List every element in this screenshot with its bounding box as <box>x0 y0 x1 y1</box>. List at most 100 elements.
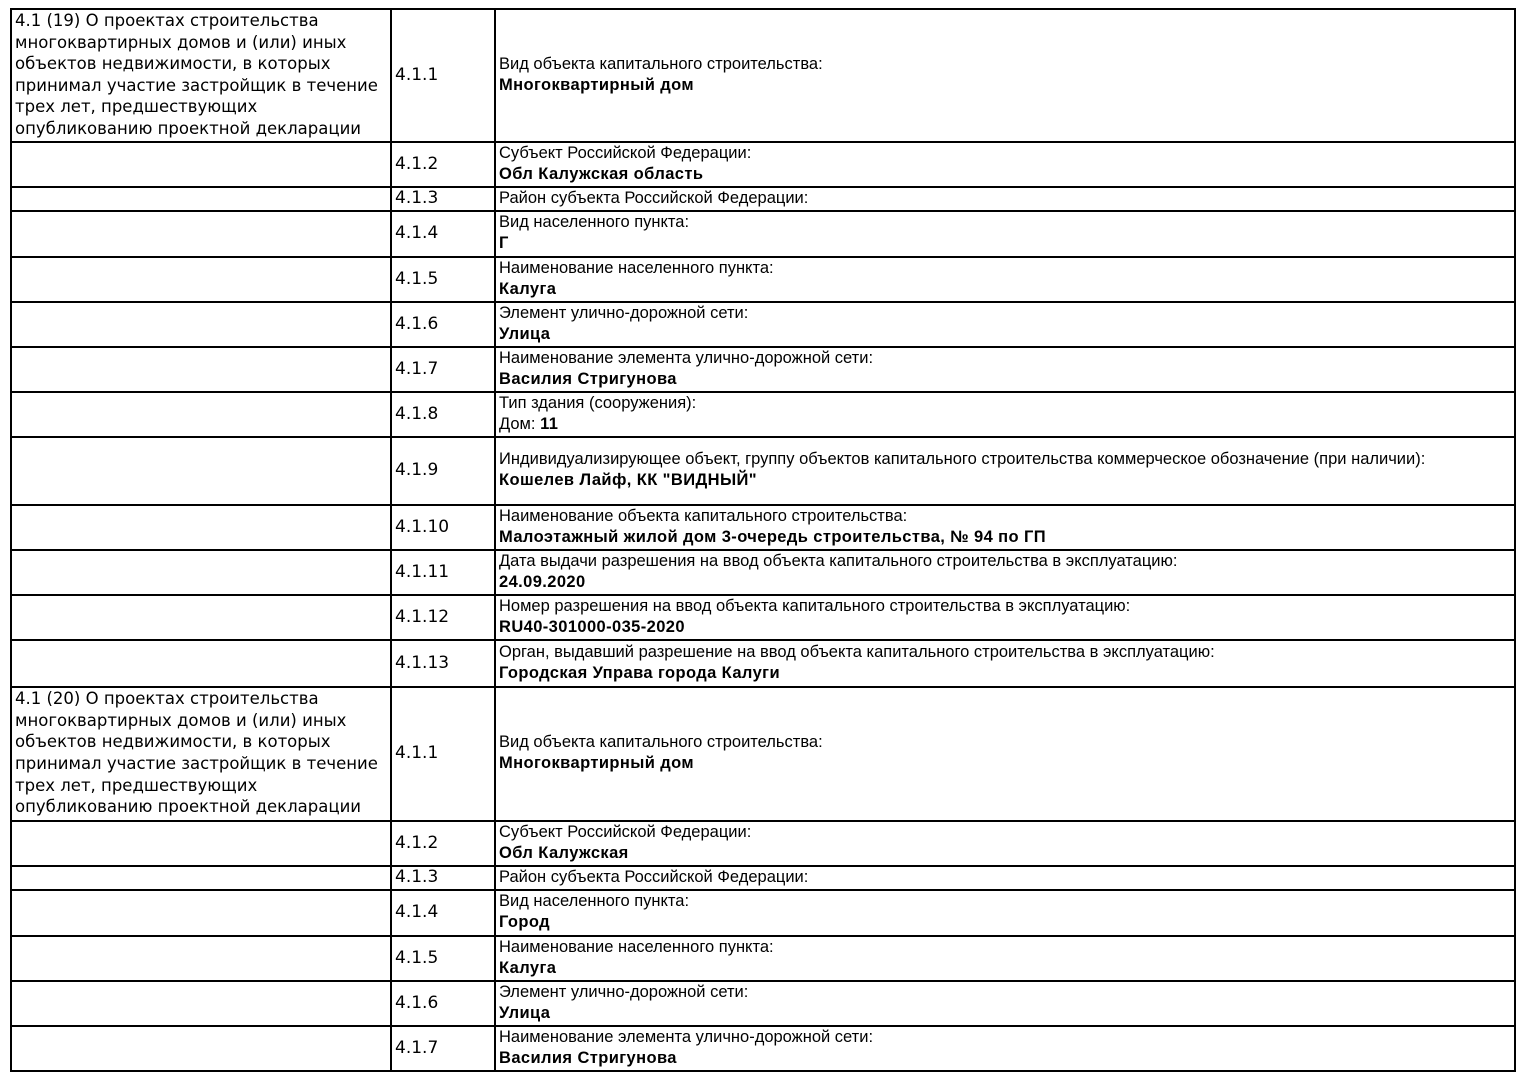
field-value-prefix: Дом: <box>499 414 541 433</box>
row-code: 4.1.1 <box>390 8 496 143</box>
field-label: Номер разрешения на ввод объекта капитал… <box>499 596 1131 615</box>
declaration-table: 4.1 (19) О проектах строительства многок… <box>10 8 1516 1072</box>
empty-cell <box>10 255 392 303</box>
field-label: Вид объекта капитального строительства: <box>499 54 823 73</box>
empty-cell <box>10 300 392 348</box>
field-label: Наименование элемента улично-дорожной се… <box>499 348 874 367</box>
field-cell: Вид населенного пункта: Г <box>494 209 1516 258</box>
field-label: Наименование населенного пункта: <box>499 937 774 956</box>
row-code: 4.1.9 <box>390 435 496 506</box>
table-row: 4.1.9 Индивидуализирующее объект, группу… <box>10 435 1516 506</box>
field-value: Кошелев Лайф, КК "ВИДНЫЙ" <box>499 471 757 490</box>
field-cell: Наименование объекта капитального строит… <box>494 503 1516 551</box>
empty-cell <box>10 548 392 596</box>
table-row: 4.1.12 Номер разрешения на ввод объекта … <box>10 593 1516 641</box>
field-label: Наименование населенного пункта: <box>499 258 774 277</box>
field-label: Вид населенного пункта: <box>499 892 690 911</box>
table-row: 4.1.10 Наименование объекта капитального… <box>10 503 1516 551</box>
row-code: 4.1.2 <box>390 140 496 188</box>
field-cell: Наименование элемента улично-дорожной се… <box>494 1024 1516 1072</box>
table-row: 4.1.5 Наименование населенного пункта: К… <box>10 255 1516 303</box>
field-value: 11 <box>540 414 559 433</box>
field-cell: Наименование населенного пункта: Калуга <box>494 934 1516 982</box>
field-cell: Тип здания (сооружения): Дом: 11 <box>494 390 1516 438</box>
field-value: Улица <box>499 324 551 343</box>
table-row: 4.1.7 Наименование элемента улично-дорож… <box>10 345 1516 393</box>
field-cell: Орган, выдавший разрешение на ввод объек… <box>494 638 1516 688</box>
row-code: 4.1.7 <box>390 1024 496 1072</box>
row-code: 4.1.4 <box>390 888 496 937</box>
section-4-1-19: 4.1 (19) О проектах строительства многок… <box>10 8 1516 688</box>
field-cell: Вид объекта капитального строительства: … <box>494 8 1516 143</box>
empty-cell <box>10 345 392 393</box>
field-label: Район субъекта Российской Федерации: <box>499 867 809 886</box>
empty-cell <box>10 864 392 891</box>
table-row: 4.1.4 Вид населенного пункта: Г <box>10 209 1516 258</box>
field-cell: Номер разрешения на ввод объекта капитал… <box>494 593 1516 641</box>
table-row: 4.1 (20) О проектах строительства многок… <box>10 685 1516 822</box>
row-code: 4.1.5 <box>390 934 496 982</box>
field-value: Калуга <box>499 958 557 977</box>
table-row: 4.1.13 Орган, выдавший разрешение на вво… <box>10 638 1516 688</box>
table-row: 4.1.8 Тип здания (сооружения): Дом: 11 <box>10 390 1516 438</box>
field-cell: Индивидуализирующее объект, группу объек… <box>494 435 1516 506</box>
field-label: Дата выдачи разрешения на ввод объекта к… <box>499 551 1178 570</box>
field-label: Субъект Российской Федерации: <box>499 822 752 841</box>
field-label: Орган, выдавший разрешение на ввод объек… <box>499 642 1215 661</box>
field-value: Улица <box>499 1003 551 1022</box>
field-value-line: Дом: 11 <box>499 414 1510 435</box>
field-cell: Субъект Российской Федерации: Обл Калужс… <box>494 819 1516 867</box>
empty-cell <box>10 209 392 258</box>
field-cell: Субъект Российской Федерации: Обл Калужс… <box>494 140 1516 188</box>
field-cell: Вид объекта капитального строительства: … <box>494 685 1516 822</box>
empty-cell <box>10 934 392 982</box>
empty-cell <box>10 593 392 641</box>
empty-cell <box>10 638 392 688</box>
field-label: Наименование объекта капитального строит… <box>499 506 908 525</box>
field-value: Город <box>499 913 551 932</box>
table-row: 4.1.2 Субъект Российской Федерации: Обл … <box>10 140 1516 188</box>
field-value: Городская Управа города Калуги <box>499 663 780 682</box>
empty-cell <box>10 503 392 551</box>
field-cell: Вид населенного пункта: Город <box>494 888 1516 937</box>
table-row: 4.1.3 Район субъекта Российской Федераци… <box>10 185 1516 212</box>
field-cell: Наименование населенного пункта: Калуга <box>494 255 1516 303</box>
empty-cell <box>10 140 392 188</box>
table-row: 4.1.7 Наименование элемента улично-дорож… <box>10 1024 1516 1072</box>
table-row: 4.1.6 Элемент улично-дорожной сети: Улиц… <box>10 979 1516 1027</box>
row-code: 4.1.6 <box>390 300 496 348</box>
row-code: 4.1.5 <box>390 255 496 303</box>
empty-cell <box>10 435 392 506</box>
section-4-1-20: 4.1 (20) О проектах строительства многок… <box>10 685 1516 1072</box>
field-value: Г <box>499 234 509 253</box>
field-cell: Район субъекта Российской Федерации: <box>494 864 1516 891</box>
row-code: 4.1.13 <box>390 638 496 688</box>
field-value: Обл Калужская <box>499 843 629 862</box>
field-label: Элемент улично-дорожной сети: <box>499 982 749 1001</box>
field-value: Многоквартирный дом <box>499 75 694 94</box>
field-cell: Элемент улично-дорожной сети: Улица <box>494 300 1516 348</box>
field-label: Тип здания (сооружения): <box>499 393 697 412</box>
field-label: Субъект Российской Федерации: <box>499 143 752 162</box>
field-label: Вид населенного пункта: <box>499 213 690 232</box>
field-label: Индивидуализирующее объект, группу объек… <box>499 450 1426 469</box>
table-row: 4.1.2 Субъект Российской Федерации: Обл … <box>10 819 1516 867</box>
section-description: 4.1 (19) О проектах строительства многок… <box>10 8 392 143</box>
field-label: Вид объекта капитального строительства: <box>499 733 823 752</box>
table-row: 4.1.3 Район субъекта Российской Федераци… <box>10 864 1516 891</box>
table-row: 4.1.5 Наименование населенного пункта: К… <box>10 934 1516 982</box>
field-cell: Район субъекта Российской Федерации: <box>494 185 1516 212</box>
row-code: 4.1.12 <box>390 593 496 641</box>
row-code: 4.1.6 <box>390 979 496 1027</box>
section-description: 4.1 (20) О проектах строительства многок… <box>10 685 392 822</box>
field-label: Наименование элемента улично-дорожной се… <box>499 1027 874 1046</box>
row-code: 4.1.7 <box>390 345 496 393</box>
field-label: Элемент улично-дорожной сети: <box>499 303 749 322</box>
row-code: 4.1.11 <box>390 548 496 596</box>
field-cell: Элемент улично-дорожной сети: Улица <box>494 979 1516 1027</box>
field-value: Василия Стригунова <box>499 369 677 388</box>
row-code: 4.1.2 <box>390 819 496 867</box>
empty-cell <box>10 390 392 438</box>
field-value: Калуга <box>499 279 557 298</box>
